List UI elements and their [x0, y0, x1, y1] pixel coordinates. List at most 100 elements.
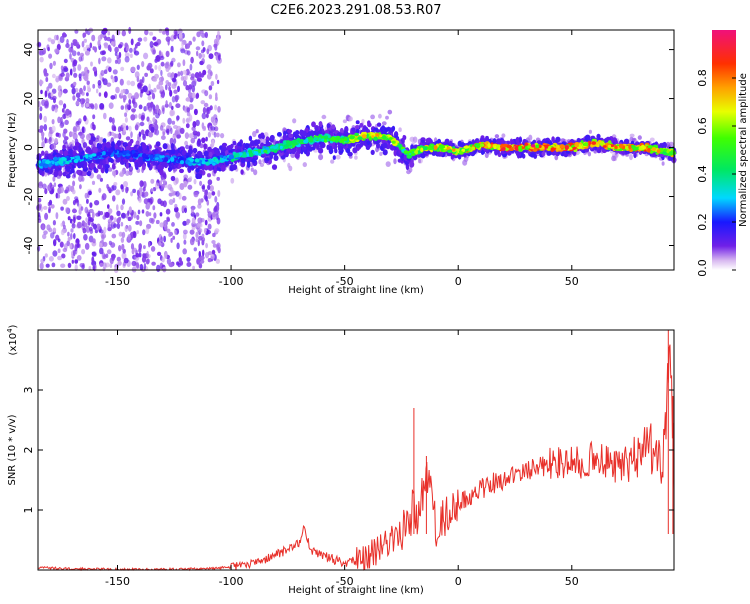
heatmap-cell	[103, 91, 108, 98]
heatmap-cell	[143, 245, 146, 250]
heatmap-cell	[165, 80, 169, 85]
heatmap-cell	[162, 220, 167, 228]
heatmap-cell	[263, 132, 269, 138]
heatmap-cell	[111, 117, 115, 125]
heatmap-cell	[148, 89, 154, 95]
heatmap-cell	[91, 211, 95, 219]
heatmap-cell	[110, 41, 115, 46]
heatmap-cell	[282, 134, 287, 140]
heatmap-cell	[214, 205, 218, 212]
heatmap-cell	[39, 56, 44, 63]
heatmap-cell	[52, 220, 57, 226]
heatmap-cell	[107, 57, 112, 64]
heatmap-cell	[515, 136, 520, 144]
heatmap-cell	[385, 161, 391, 168]
heatmap-cell	[115, 189, 121, 196]
heatmap-cell	[109, 263, 113, 268]
heatmap-cell	[331, 124, 336, 130]
heatmap-cell	[183, 174, 189, 179]
heatmap-cell	[116, 140, 122, 147]
heatmap-cell	[132, 188, 137, 194]
heatmap-cell	[162, 30, 166, 35]
heatmap-cell	[629, 136, 634, 142]
heatmap-cell	[138, 131, 142, 138]
heatmap-cell	[179, 183, 185, 190]
heatmap-cell	[48, 208, 51, 214]
heatmap-cell	[205, 113, 209, 119]
heatmap-cell	[290, 147, 297, 155]
heatmap-cell	[51, 262, 56, 268]
heatmap-cell	[45, 263, 50, 268]
heatmap-cell	[171, 190, 176, 197]
heatmap-cell	[162, 200, 167, 208]
heatmap-cell	[351, 127, 356, 132]
heatmap-cell	[97, 39, 101, 47]
heatmap-cell	[88, 235, 94, 243]
heatmap-cell	[308, 146, 313, 152]
heatmap-cell	[76, 215, 82, 221]
heatmap-cell	[176, 261, 180, 266]
heatmap-cell	[175, 103, 181, 109]
heatmap-cell	[88, 266, 92, 271]
heatmap-cell	[393, 158, 397, 165]
heatmap-cell	[130, 114, 136, 121]
heatmap-cell	[230, 143, 234, 149]
heatmap-cell	[89, 42, 93, 49]
heatmap-cell	[136, 230, 139, 235]
heatmap-cell	[78, 175, 83, 183]
heatmap-cell	[593, 149, 598, 154]
heatmap-cell	[153, 42, 159, 46]
heatmap-cell	[56, 153, 61, 158]
heatmap-cell	[348, 116, 353, 122]
heatmap-cell	[53, 182, 57, 187]
heatmap-cell	[182, 59, 186, 67]
heatmap-cell	[44, 253, 48, 258]
heatmap-cell	[201, 112, 207, 120]
heatmap-cell	[183, 239, 187, 245]
heatmap-cell	[150, 101, 154, 108]
heatmap-cell	[162, 131, 165, 136]
heatmap-cell	[152, 49, 156, 55]
heatmap-cell	[332, 155, 336, 160]
heatmap-cell	[85, 217, 88, 222]
heatmap-cell	[43, 115, 47, 123]
heatmap-cell	[61, 253, 66, 259]
heatmap-cell	[208, 85, 213, 91]
heatmap-cell	[95, 158, 101, 164]
heatmap-cell	[215, 53, 218, 61]
heatmap-cell	[354, 155, 358, 160]
heatmap-cell	[126, 104, 132, 110]
heatmap-cell	[165, 100, 168, 106]
heatmap-cell	[418, 159, 422, 164]
heatmap-cell	[134, 161, 139, 169]
heatmap-cell	[161, 161, 167, 167]
heatmap-cell	[198, 52, 202, 59]
heatmap-cell	[175, 211, 181, 219]
heatmap-cell	[94, 229, 98, 234]
heatmap-cell	[629, 133, 635, 138]
heatmap-cell	[649, 137, 655, 142]
heatmap-cell	[173, 34, 177, 40]
heatmap-cell	[188, 133, 194, 139]
heatmap-cell	[208, 94, 213, 100]
heatmap-cell	[92, 238, 96, 244]
heatmap-cell	[53, 227, 57, 233]
heatmap-cell	[51, 125, 56, 133]
heatmap-cell	[160, 69, 163, 77]
heatmap-cell	[188, 84, 193, 90]
heatmap-cell	[171, 72, 175, 78]
heatmap-cell	[164, 62, 169, 69]
heatmap-cell	[201, 53, 206, 59]
heatmap-cell	[381, 121, 387, 126]
heatmap-cell	[338, 146, 344, 152]
heatmap-cell	[65, 186, 70, 194]
heatmap-cell	[182, 232, 187, 240]
heatmap-cell	[160, 61, 165, 67]
heatmap-cell	[66, 38, 69, 45]
heatmap-cell	[159, 168, 164, 176]
heatmap-cell	[88, 139, 94, 145]
heatmap-cell	[38, 183, 44, 189]
heatmap-cell	[156, 264, 161, 272]
heatmap-cell	[209, 185, 214, 192]
heatmap-cell	[171, 96, 176, 103]
